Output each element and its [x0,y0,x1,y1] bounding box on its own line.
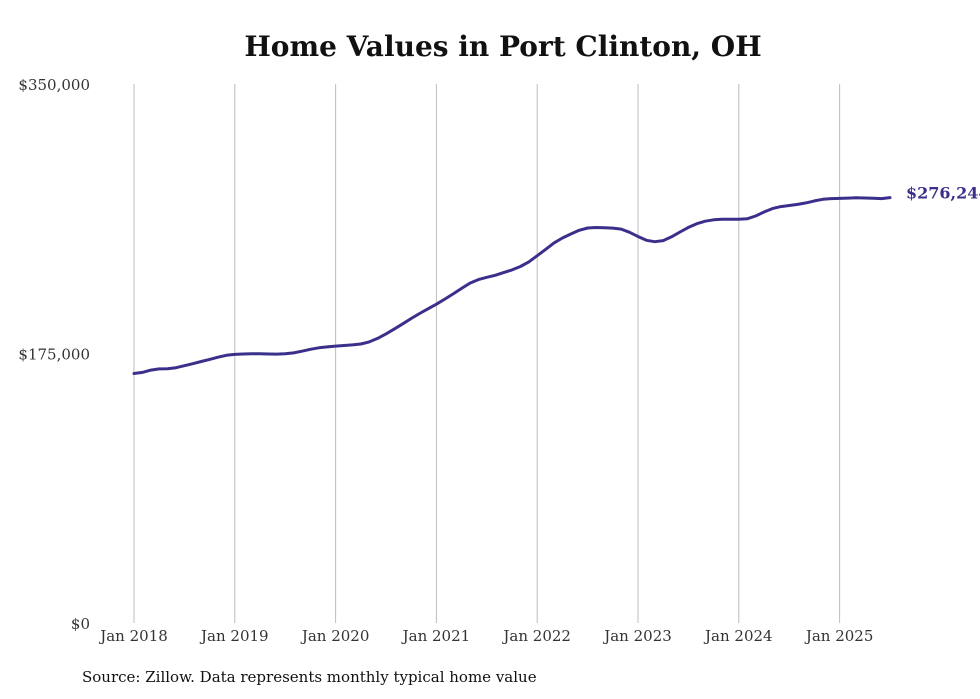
x-tick-label: Jan 2018 [98,627,168,645]
x-tick-label: Jan 2022 [501,627,571,645]
x-axis-ticks: Jan 2018 Jan 2019 Jan 2020 Jan 2021 Jan 2022… [98,627,873,645]
x-tick-label: Jan 2025 [804,627,874,645]
x-tick-label: Jan 2023 [602,627,672,645]
source-note: Source: Zillow. Data represents monthly … [82,668,537,686]
y-tick-label: $175,000 [18,346,90,364]
x-tick-label: Jan 2020 [300,627,370,645]
latest-value-label: $276,244 [906,184,980,203]
x-tick-label: Jan 2019 [199,627,269,645]
home-value-line [132,196,892,375]
chart-title: Home Values in Port Clinton, OH [244,30,762,63]
y-axis-ticks: $0 $175,000 $350,000 [18,76,90,633]
x-tick-label: Jan 2021 [401,627,471,645]
y-tick-label: $350,000 [18,76,90,94]
y-tick-label: $0 [71,615,90,633]
x-tick-label: Jan 2024 [703,627,773,645]
